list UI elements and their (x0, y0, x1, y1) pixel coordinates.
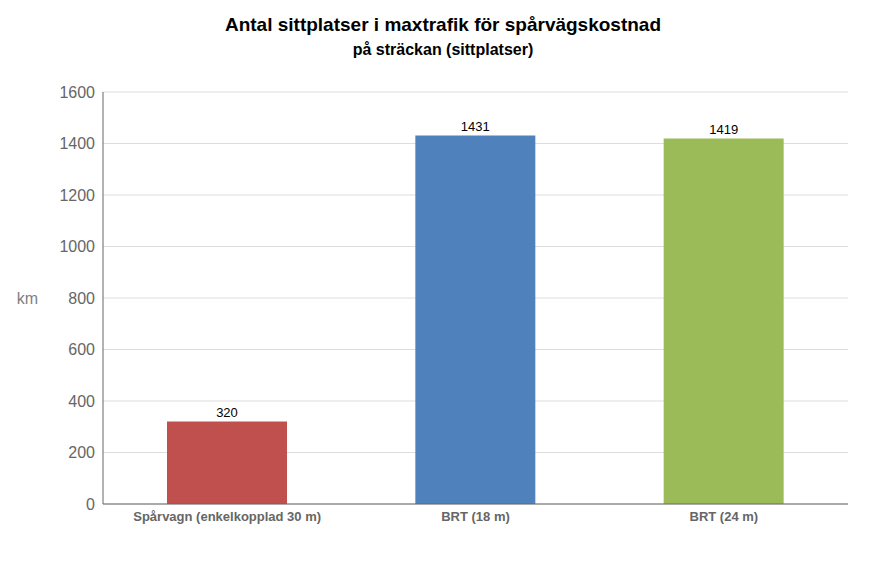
svg-text:800: 800 (68, 290, 95, 307)
svg-text:1400: 1400 (59, 135, 95, 152)
html-text:Antal sittplatser i maxtrafik: Antal sittplatser i maxtrafik för spårvä… (225, 14, 661, 35)
svg-text:1431: 1431 (461, 119, 490, 134)
svg-text:600: 600 (68, 341, 95, 358)
svg-text:0: 0 (86, 496, 95, 513)
html-text:på sträckan (sittplatser): på sträckan (sittplatser) (352, 41, 534, 58)
svg-text:BRT (18 m): BRT (18 m) (441, 509, 510, 524)
svg-text:Spårvagn (enkelkopplad 30 m): Spårvagn (enkelkopplad 30 m) (133, 509, 321, 524)
svg-text:320: 320 (216, 405, 238, 420)
svg-text:1600: 1600 (59, 84, 95, 101)
svg-text:1419: 1419 (709, 122, 738, 137)
svg-text:200: 200 (68, 444, 95, 461)
svg-text:1000: 1000 (59, 238, 95, 255)
svg-text:km: km (17, 290, 38, 307)
svg-text:BRT (24 m): BRT (24 m) (690, 509, 759, 524)
svg-text:400: 400 (68, 393, 95, 410)
svg-text:1200: 1200 (59, 187, 95, 204)
